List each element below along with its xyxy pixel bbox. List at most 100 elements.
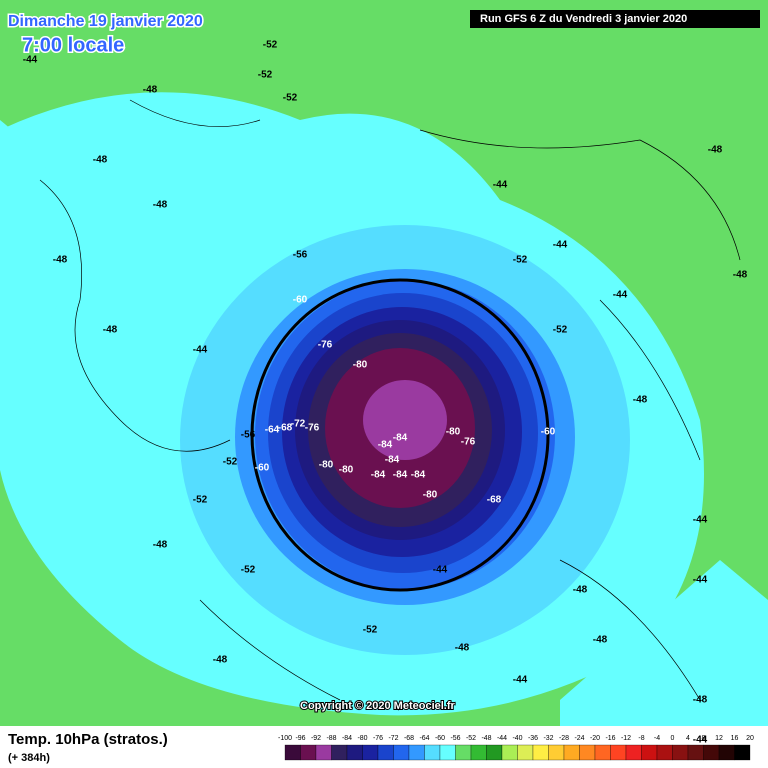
- scale-label: -96: [295, 735, 305, 742]
- scale-label: -12: [621, 735, 631, 742]
- scale-swatch: [346, 744, 363, 761]
- contour-label: -56: [293, 250, 308, 261]
- contour-label: -80: [319, 460, 334, 471]
- contour-label: -60: [255, 463, 270, 474]
- scale-swatch: [501, 744, 518, 761]
- contour-label: -56: [241, 430, 256, 441]
- contour-label: -48: [103, 325, 118, 336]
- contour-label: -48: [455, 643, 470, 654]
- color-scale: -100 -96 -92 -88 -84 -80 -76 -72 -68 -64 -60 -56 -52…: [278, 735, 754, 761]
- scale-label: -92: [311, 735, 321, 742]
- thick-contour: [250, 278, 550, 592]
- scale-label: 16: [731, 735, 739, 742]
- contour-label: -44: [493, 180, 508, 191]
- footer-lead: (+ 384h): [8, 752, 50, 764]
- scale-swatch: [439, 744, 456, 761]
- scale-swatch: [362, 744, 379, 761]
- contour-label: -44: [693, 575, 708, 586]
- scale-label: -32: [543, 735, 553, 742]
- contour-label: -44: [613, 290, 628, 301]
- date-label: Dimanche 19 janvier 2020: [8, 13, 203, 30]
- scale-label: -16: [605, 735, 615, 742]
- contour-label: -44: [193, 345, 208, 356]
- scale-label: -80: [357, 735, 367, 742]
- scale-label: -64: [419, 735, 429, 742]
- contour-label: -76: [318, 340, 333, 351]
- contour-label: -44: [693, 515, 708, 526]
- scale-label: -48: [481, 735, 491, 742]
- scale-swatch: [687, 744, 704, 761]
- scale-label: -68: [404, 735, 414, 742]
- contour-label: -60: [541, 427, 556, 438]
- scale-label: -20: [590, 735, 600, 742]
- contour-label: -76: [305, 423, 320, 434]
- contour-label: -52: [553, 325, 568, 336]
- contour-label: -48: [153, 540, 168, 551]
- contour-label: -52: [223, 457, 238, 468]
- contour-labels: -44-48-52-52-52-48-48-48-48-44-44-44-44-…: [23, 40, 748, 746]
- contour-label: -44: [693, 735, 708, 746]
- scale-label: -24: [574, 735, 584, 742]
- contour-label: -60: [293, 295, 308, 306]
- contour-label: -52: [193, 495, 208, 506]
- scale-swatch: [408, 744, 425, 761]
- scale-swatch: [579, 744, 596, 761]
- contour-label: -44: [433, 565, 448, 576]
- run-label: Run GFS 6 Z du Vendredi 3 janvier 2020: [480, 13, 687, 25]
- contour-label: -48: [633, 395, 648, 406]
- scale-swatch: [486, 744, 503, 761]
- run-box: [470, 10, 760, 28]
- contour-label: -52: [241, 565, 256, 576]
- contour-label: -84: [371, 470, 386, 481]
- scale-swatch: [703, 744, 720, 761]
- scale-label: -28: [559, 735, 569, 742]
- contour-label: -84: [411, 470, 426, 481]
- copyright: Copyright © 2020 Meteociel.fr: [300, 700, 456, 712]
- scale-swatch: [625, 744, 642, 761]
- scale-swatch: [284, 744, 301, 761]
- scale-label: -36: [528, 735, 538, 742]
- region-minus48-edge: [0, 120, 768, 726]
- contour-label: -84: [393, 470, 408, 481]
- scale-swatch: [331, 744, 348, 761]
- contour-label: -48: [708, 145, 723, 156]
- scale-label: 12: [715, 735, 723, 742]
- contour-label: -48: [93, 155, 108, 166]
- time-label: 7:00 locale: [22, 34, 124, 56]
- contour-label: -80: [353, 360, 368, 371]
- scale-label: 20: [746, 735, 754, 742]
- contour-label: -64: [265, 425, 280, 436]
- scale-label: -4: [654, 735, 660, 742]
- scale-label: -56: [450, 735, 460, 742]
- contour-label: -52: [263, 40, 278, 51]
- contour-label: -52: [258, 70, 273, 81]
- contour-label: -44: [553, 240, 568, 251]
- contour-label: -48: [53, 255, 68, 266]
- coastlines: [39, 99, 741, 701]
- scale-label: 8: [702, 735, 706, 742]
- scale-label: -88: [326, 735, 336, 742]
- contour-label: -44: [513, 675, 528, 686]
- contour-label: -80: [423, 490, 438, 501]
- region-minus84: [363, 380, 447, 460]
- scale-swatch: [532, 744, 549, 761]
- scale-label: 4: [686, 735, 690, 742]
- contour-label: -44: [23, 55, 38, 66]
- contour-label: -48: [733, 270, 748, 281]
- contour-label: -48: [153, 200, 168, 211]
- contour-label: -48: [143, 85, 158, 96]
- scale-swatch: [393, 744, 410, 761]
- scale-swatch: [377, 744, 394, 761]
- scale-swatch: [548, 744, 565, 761]
- contour-label: -48: [593, 635, 608, 646]
- scale-swatch: [718, 744, 735, 761]
- scale-swatch: [641, 744, 658, 761]
- contour-label: -48: [693, 695, 708, 706]
- scale-label: -72: [388, 735, 398, 742]
- scale-swatch: [594, 744, 611, 761]
- contour-label: -80: [339, 465, 354, 476]
- contour-label: -68: [278, 423, 293, 434]
- scale-swatch: [563, 744, 580, 761]
- scale-label: -52: [466, 735, 476, 742]
